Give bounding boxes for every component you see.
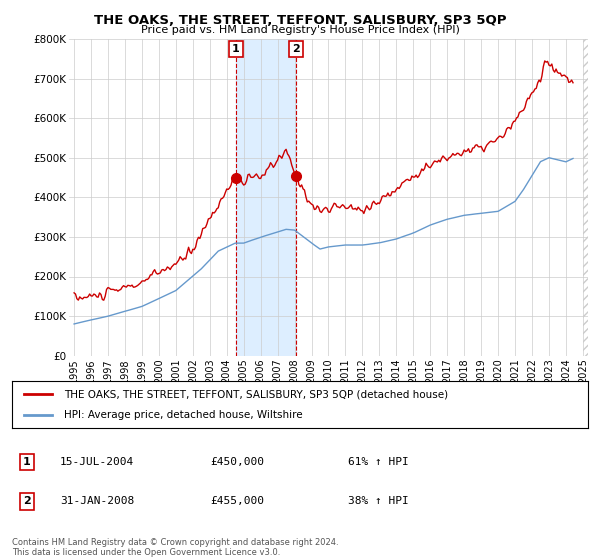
Text: THE OAKS, THE STREET, TEFFONT, SALISBURY, SP3 5QP: THE OAKS, THE STREET, TEFFONT, SALISBURY…	[94, 14, 506, 27]
Bar	[583, 39, 588, 356]
Text: THE OAKS, THE STREET, TEFFONT, SALISBURY, SP3 5QP (detached house): THE OAKS, THE STREET, TEFFONT, SALISBURY…	[64, 389, 448, 399]
Text: 31-JAN-2008: 31-JAN-2008	[60, 496, 134, 506]
Text: Contains HM Land Registry data © Crown copyright and database right 2024.
This d: Contains HM Land Registry data © Crown c…	[12, 538, 338, 557]
Text: 1: 1	[23, 457, 31, 467]
Bar	[236, 39, 296, 356]
Text: £450,000: £450,000	[210, 457, 264, 467]
Text: 38% ↑ HPI: 38% ↑ HPI	[348, 496, 409, 506]
Text: Price paid vs. HM Land Registry's House Price Index (HPI): Price paid vs. HM Land Registry's House …	[140, 25, 460, 35]
Text: 1: 1	[232, 44, 240, 54]
Bar	[583, 39, 588, 356]
Text: 15-JUL-2004: 15-JUL-2004	[60, 457, 134, 467]
Text: 2: 2	[23, 496, 31, 506]
Text: HPI: Average price, detached house, Wiltshire: HPI: Average price, detached house, Wilt…	[64, 410, 302, 420]
Text: 2: 2	[292, 44, 300, 54]
Text: £455,000: £455,000	[210, 496, 264, 506]
Text: 61% ↑ HPI: 61% ↑ HPI	[348, 457, 409, 467]
